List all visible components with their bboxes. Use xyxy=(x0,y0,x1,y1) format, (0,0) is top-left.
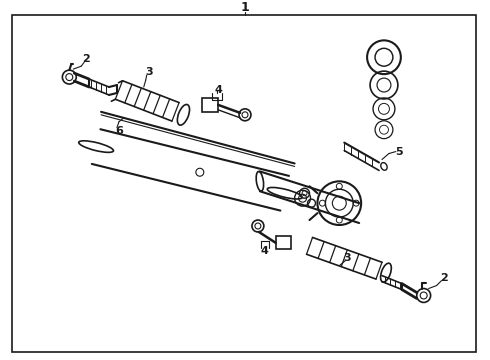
Text: 5: 5 xyxy=(395,147,403,157)
Text: 4: 4 xyxy=(261,246,269,256)
Text: 3: 3 xyxy=(145,67,152,77)
Text: 3: 3 xyxy=(343,253,351,263)
Text: 2: 2 xyxy=(82,54,90,64)
Text: 2: 2 xyxy=(440,273,447,283)
Text: 4: 4 xyxy=(214,85,222,95)
Text: 6: 6 xyxy=(115,126,123,136)
Bar xyxy=(202,98,218,112)
Bar xyxy=(276,236,291,249)
Text: 1: 1 xyxy=(241,1,249,14)
